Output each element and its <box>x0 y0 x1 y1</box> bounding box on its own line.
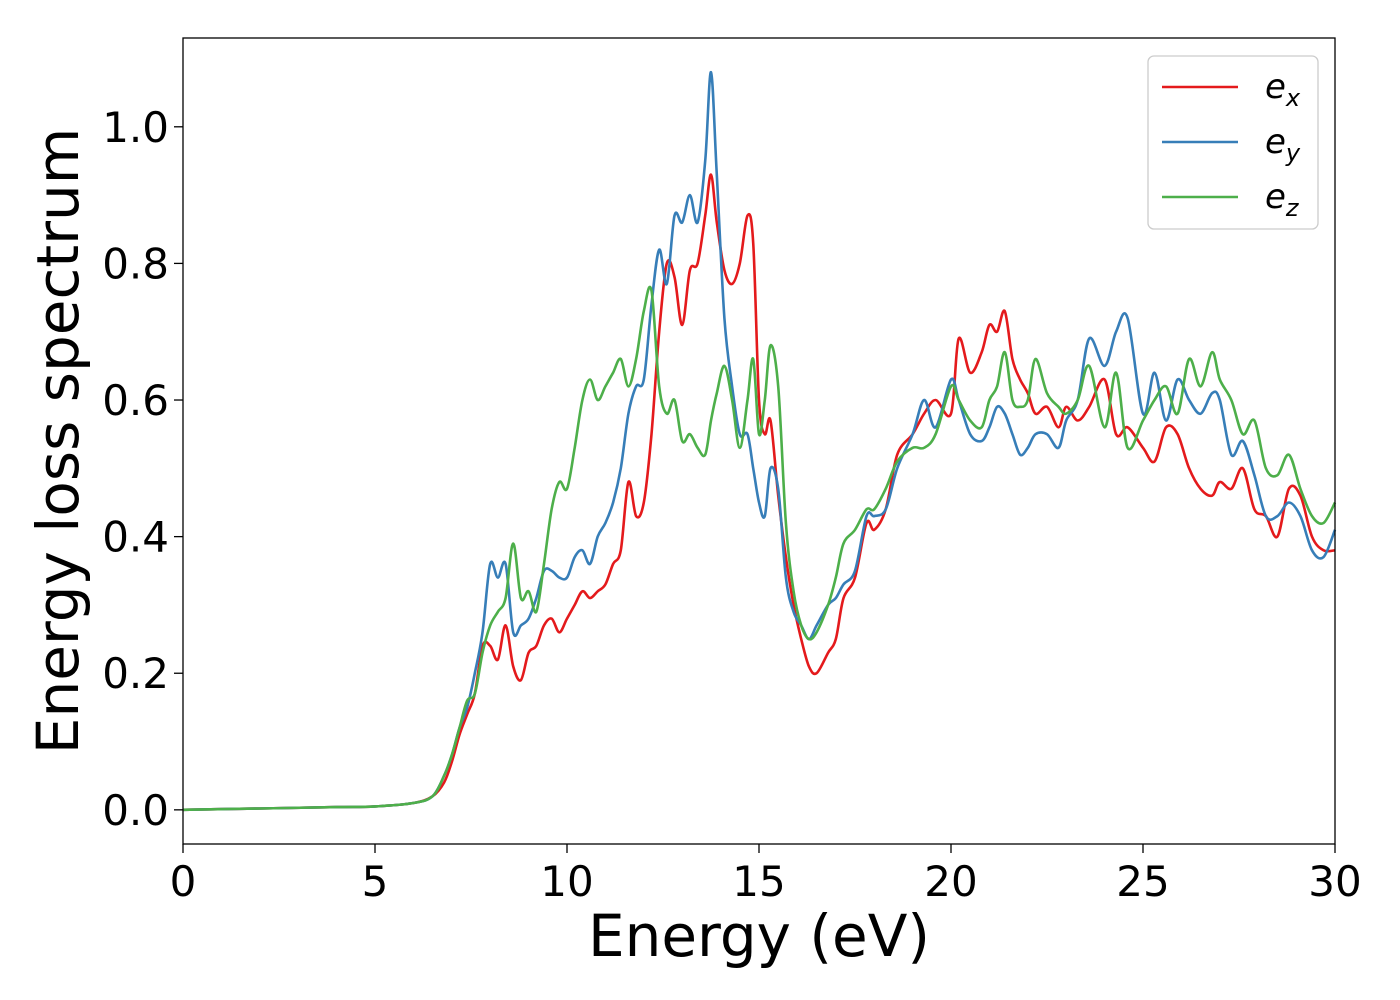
series-line-z <box>182 285 1337 812</box>
x-tick-label: 15 <box>732 857 785 906</box>
series-layer <box>182 70 1337 812</box>
x-axis: 0 5 10 15 20 25 30 <box>170 844 1362 906</box>
legend-label-x: ex <box>1265 67 1301 112</box>
y-tick-label: 0.4 <box>102 513 169 562</box>
x-tick-label: 30 <box>1308 857 1361 906</box>
x-tick-label: 20 <box>924 857 977 906</box>
x-tick-label: 0 <box>170 857 197 906</box>
y-tick-label: 0.2 <box>102 649 169 698</box>
x-tick-label: 10 <box>540 857 593 906</box>
legend: ex ey ez <box>1147 55 1319 230</box>
y-tick-label: 0.0 <box>102 786 169 835</box>
legend-label-z: ez <box>1265 177 1300 222</box>
y-tick-label: 0.8 <box>102 239 169 288</box>
legend-label-y: ey <box>1265 122 1301 167</box>
y-tick-label: 0.6 <box>102 376 169 425</box>
x-axis-label: Energy (eV) <box>588 902 930 970</box>
x-tick-label: 25 <box>1116 857 1169 906</box>
series-line-y <box>182 70 1337 812</box>
y-axis: 0.0 0.2 0.4 0.6 0.8 1.0 <box>102 103 183 835</box>
x-tick-label: 5 <box>362 857 389 906</box>
y-tick-label: 1.0 <box>102 103 169 152</box>
y-axis-label: Energy loss spectrum <box>24 128 92 754</box>
